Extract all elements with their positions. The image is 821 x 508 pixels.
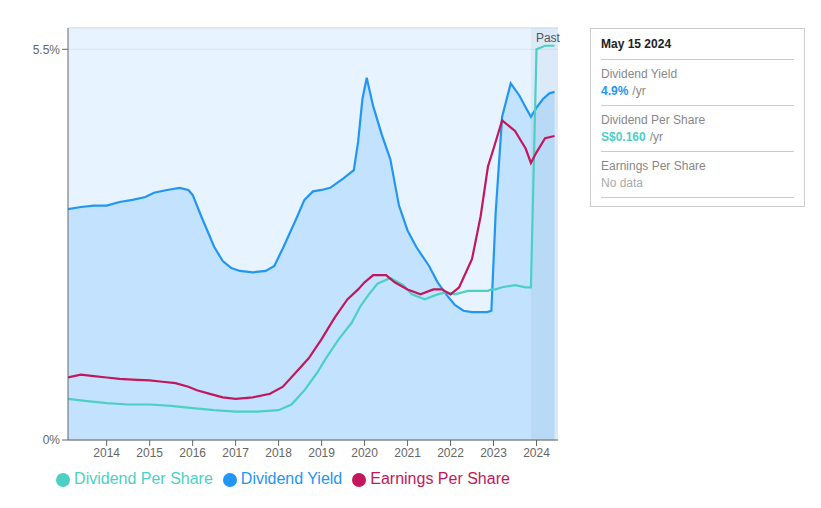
svg-text:2023: 2023 bbox=[480, 446, 507, 460]
svg-text:2024: 2024 bbox=[523, 446, 550, 460]
svg-text:2015: 2015 bbox=[136, 446, 163, 460]
html-text:No data: No data bbox=[601, 176, 643, 190]
svg-text:Past: Past bbox=[536, 31, 561, 45]
html-text:Dividend Per Share: Dividend Per Share bbox=[74, 470, 213, 487]
svg-text:2016: 2016 bbox=[179, 446, 206, 460]
svg-text:2021: 2021 bbox=[394, 446, 421, 460]
html-text:Dividend Per Share: Dividend Per Share bbox=[601, 113, 706, 127]
html-text:Earnings Per Share: Earnings Per Share bbox=[601, 159, 706, 173]
svg-text:2014: 2014 bbox=[93, 446, 120, 460]
svg-text:5.5%: 5.5% bbox=[33, 43, 61, 57]
html-text:Dividend Yield: Dividend Yield bbox=[240, 470, 343, 487]
svg-text:2022: 2022 bbox=[437, 446, 464, 460]
html-text:Earnings Per Share: Earnings Per Share bbox=[370, 470, 510, 487]
svg-text:0%: 0% bbox=[43, 433, 61, 447]
html-text:4.9% /yr: 4.9% /yr bbox=[601, 84, 646, 98]
svg-text:2017: 2017 bbox=[222, 446, 249, 460]
html-text:May 15 2024: May 15 2024 bbox=[601, 37, 672, 51]
html-text:Dividend Yield: Dividend Yield bbox=[601, 67, 678, 81]
html-text:S$0.160 /yr: S$0.160 /yr bbox=[601, 130, 664, 144]
svg-text:2019: 2019 bbox=[308, 446, 335, 460]
svg-text:2020: 2020 bbox=[351, 446, 378, 460]
svg-text:2018: 2018 bbox=[265, 446, 292, 460]
